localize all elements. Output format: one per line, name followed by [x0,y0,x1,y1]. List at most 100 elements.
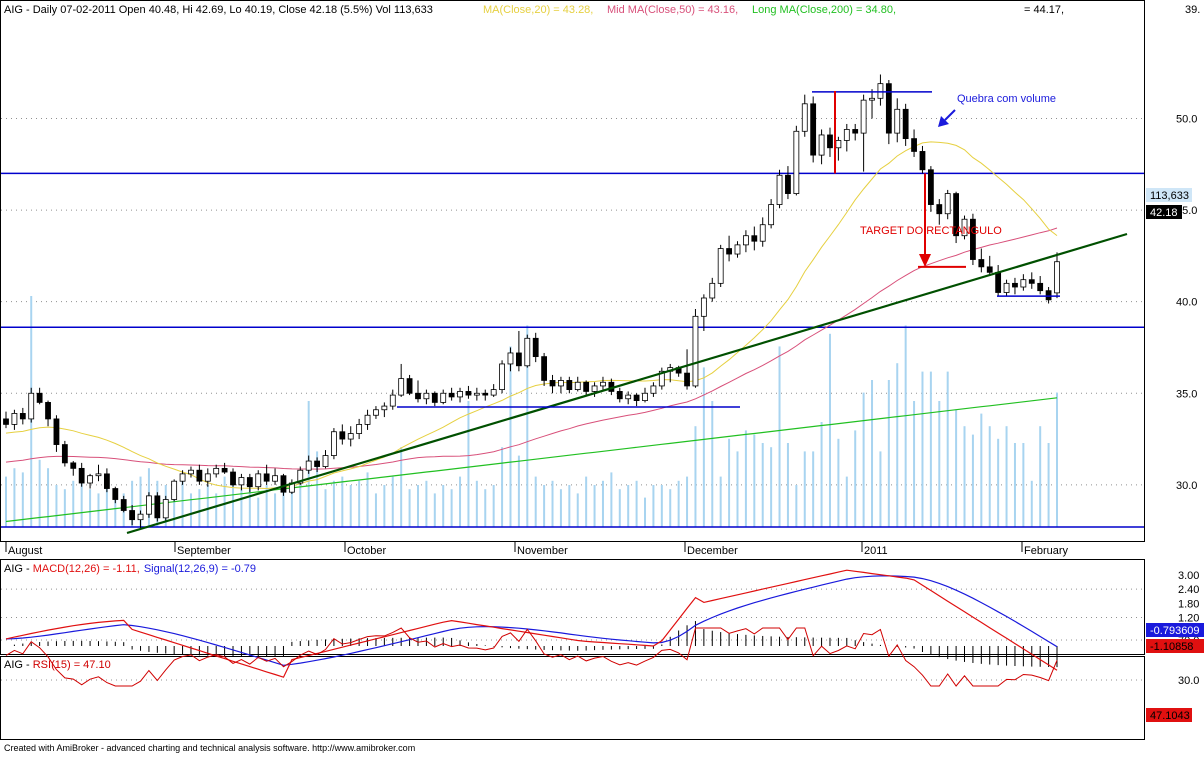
header-top-right: 39. [1185,4,1200,16]
candle-body [103,473,110,489]
header-ma50: Mid MA(Close,50) = 43.16, [607,4,738,16]
macd-title: AIG - MACD(12,26) = -1.11, Signal(12,26,9… [4,563,256,575]
volume-bar [795,485,798,527]
candle-body [19,413,26,420]
volume-bar [223,476,226,527]
candle-body [541,356,548,381]
candle-body [995,271,1002,293]
volume-bar [459,476,462,527]
candle-body [230,471,236,486]
month-label: December [687,545,738,557]
candle-body [600,381,606,387]
volume-bar [324,489,327,527]
volume-bar [475,480,478,527]
volume-bar [55,485,58,527]
ma20-line [5,141,1058,490]
candle-body [297,469,304,484]
candle-body [238,477,245,486]
month-label: November [517,545,568,557]
candle-body [188,469,194,475]
price-tick-label: 50.0 [1176,113,1197,125]
candle-body [129,510,136,521]
volume-bar [618,489,621,527]
volume-badge-box [1146,188,1192,202]
volume-bar [316,451,319,527]
volume-bar [198,489,201,527]
volume-bar [400,447,403,527]
volume-bar [913,401,916,527]
candle-body [423,392,430,400]
volume-bar [946,371,949,527]
moving-averages [5,141,1058,523]
volume-bar [551,480,554,527]
volume-bar [576,493,579,527]
candle-body [11,413,18,425]
volume-bar [879,451,882,527]
candle-body [339,431,346,440]
candle-body [566,380,573,391]
candle-body [885,83,892,134]
candle-body [473,392,480,396]
candle-body [137,513,144,521]
rsi-indicator [5,627,1058,687]
breakout-arrow-shaft [944,109,956,121]
volume-bar [929,371,932,527]
candle-body [717,248,724,284]
candle-body [1028,279,1035,284]
volume-bar [1030,480,1033,527]
volume-bar [753,434,756,527]
macd-indicator [5,569,1058,678]
candle-body [616,391,623,400]
candle-body [87,475,93,484]
volume-bar [862,392,865,527]
candle-body [255,473,262,488]
candle-body [162,499,169,519]
candle-body [448,392,455,398]
volume-bar [828,333,831,527]
volume-bar [5,476,7,527]
rsi-badge-box [1146,708,1192,722]
candle-body [919,151,926,171]
volume-bar [744,430,747,527]
candle-body [331,431,337,456]
candle-body [953,193,960,237]
macd-tick-label: 2.40 [1178,584,1199,596]
volume-bar [660,485,663,527]
volume-bar [206,485,209,527]
volume-bar [282,480,285,527]
candle-body [1020,279,1027,288]
volume-bar [374,493,377,527]
candlesticks [3,74,1060,529]
volume-bar [517,455,520,527]
macd-tick-label: 1.20 [1178,613,1199,625]
rsi-tick-label: 30.0 [1178,675,1199,687]
volume-bar [585,476,588,527]
candle-body [549,380,556,387]
candle-body [911,138,917,152]
candle-body [927,169,934,205]
month-label: August [8,545,42,557]
volume-bar [1005,426,1008,527]
candle-body [3,418,9,425]
candle-body [490,389,497,396]
candle-body [793,130,800,194]
candle-body [894,108,901,134]
candle-body [154,495,161,519]
header-ma200: Long MA(Close,200) = 34.80, [752,4,896,16]
volume-bar [425,480,428,527]
volume-bar [997,438,1000,527]
candle-body [1012,282,1018,288]
rsi-title-value: RSI(15) = 47.10 [33,659,111,671]
volume-bar [492,485,495,527]
candle-body [482,392,489,396]
candle-body [877,83,884,99]
volume-bar [761,443,764,527]
candle-body [78,467,85,484]
price-tick-label: 30.0 [1176,480,1197,492]
header-ticker: AIG - Daily 07-02-2011 Open 40.48, Hi 42… [4,4,433,16]
volume-bar [173,489,176,527]
volume-bar [391,476,394,527]
breakout-arrow-head [938,116,949,127]
volume-bar [534,476,537,527]
candle-body [650,385,657,394]
